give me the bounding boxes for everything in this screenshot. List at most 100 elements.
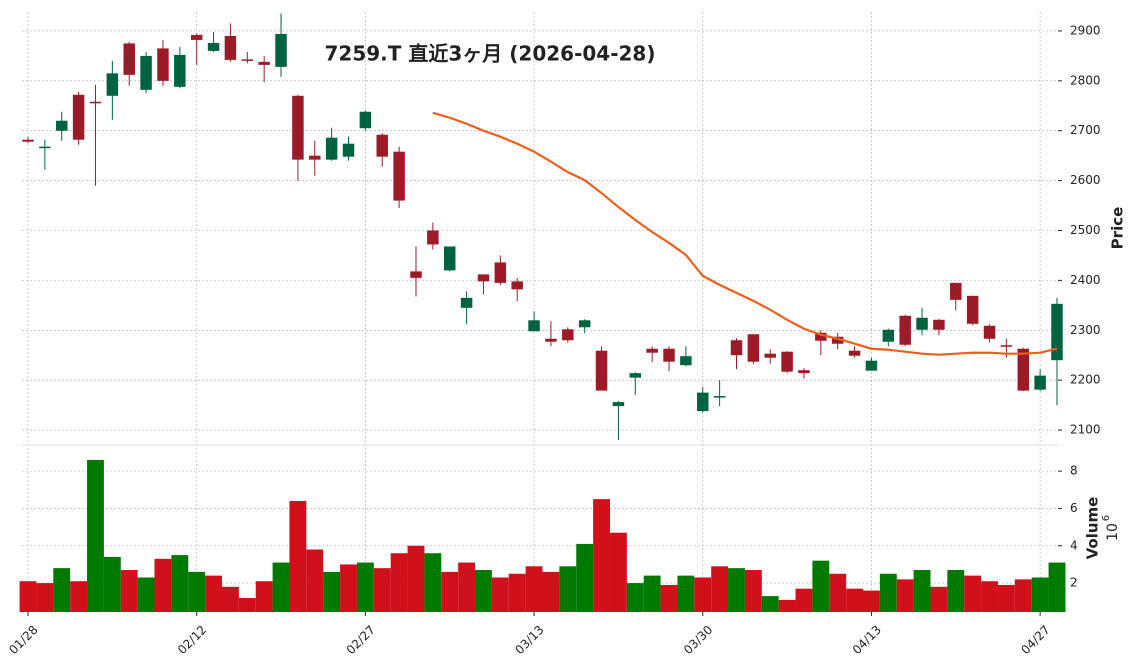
candle-body [89, 101, 102, 104]
volume-bar [53, 568, 71, 612]
candle-body [207, 42, 220, 51]
volume-bar [947, 570, 965, 612]
volume-bar [475, 570, 492, 612]
volume-bar [87, 459, 104, 612]
candle-body [781, 351, 793, 372]
y-tick-label: 2200 [1070, 373, 1101, 387]
volume-bar [323, 571, 341, 612]
y-tick-label: 8 [1070, 464, 1078, 478]
candle-body [899, 315, 911, 345]
candle-body [275, 33, 287, 67]
candle-body [747, 334, 760, 362]
candle-body [123, 43, 135, 75]
volume-bar [120, 570, 138, 612]
candle-body [359, 111, 372, 129]
candle-body [241, 59, 254, 61]
candle-body [376, 134, 388, 157]
volume-bar [238, 598, 256, 612]
candle-body [1017, 348, 1029, 391]
volume-bar [863, 590, 880, 612]
x-tick-label: 04/13 [850, 623, 884, 657]
volume-bar [795, 588, 813, 612]
candle-body [511, 281, 523, 290]
candle-body [258, 61, 270, 65]
y-tick-label: 2400 [1070, 273, 1101, 287]
candle-body [798, 370, 810, 374]
candle-body [933, 319, 945, 330]
volume-bar [137, 577, 155, 612]
candle-body [865, 360, 878, 371]
volume-bar [340, 564, 357, 612]
volume-bar [356, 562, 374, 612]
volume-bar [964, 575, 982, 612]
volume-bar [930, 586, 948, 612]
candle-body [697, 392, 709, 412]
volume-bar [188, 571, 206, 612]
volume-bar [593, 499, 610, 612]
price-axis-label: Price [1109, 207, 1127, 250]
volume-bar [1014, 579, 1032, 612]
volume-bar [728, 568, 745, 612]
x-tick-label: 04/27 [1018, 623, 1052, 657]
volume-bar [879, 573, 897, 612]
y-tick-label: 6 [1070, 501, 1078, 515]
volume-bar [576, 543, 594, 612]
volume-bar [1031, 577, 1049, 612]
y-tick-label: 2500 [1070, 223, 1101, 237]
volume-bar [36, 583, 54, 612]
candle-body [983, 325, 996, 339]
candle-body [831, 336, 844, 344]
candle-body [174, 54, 186, 87]
candle-body [578, 320, 591, 328]
volume-bar [171, 555, 189, 612]
plot: 2100 2200 2300 2400 2500 2600 2700 2800 2900 2 4 6 8… [6, 12, 1101, 657]
volume-bar [1048, 562, 1066, 612]
candle-body [764, 353, 776, 358]
volume-bar [19, 581, 37, 612]
volume-bar [744, 570, 762, 612]
candle-body [612, 402, 625, 407]
y-tick-label: 2100 [1070, 423, 1101, 437]
volume-bar [913, 570, 931, 612]
chart-title: 7259.T 直近3ヶ月 (2026-04-28) [325, 42, 656, 66]
volume-scale: 10 6 [1101, 515, 1121, 541]
candle-body [56, 120, 68, 131]
candle-body [292, 95, 304, 160]
y-tick-label: 2900 [1070, 23, 1101, 37]
volume-bar [609, 532, 627, 612]
candle-body [545, 338, 557, 342]
candle-body [815, 332, 827, 341]
x-tick-label: 03/30 [681, 623, 715, 657]
x-tick-label: 03/13 [512, 623, 546, 657]
candle-body [950, 282, 962, 300]
candle-body [393, 151, 405, 201]
volume-bar [711, 566, 729, 612]
candle-body [1051, 303, 1063, 361]
x-tick-label: 02/27 [344, 623, 378, 657]
volume-bar [70, 581, 88, 612]
volume-bar [981, 581, 998, 612]
candle-body [663, 348, 675, 362]
volume-bar [677, 575, 695, 612]
scale-base: 10 [1105, 523, 1121, 541]
volume-bar [508, 573, 526, 612]
volume-bar [154, 558, 172, 612]
volume-bar [542, 571, 560, 612]
scale-exponent: 6 [1101, 515, 1112, 521]
candle-body [680, 356, 692, 366]
moving-average-line [432, 111, 1058, 356]
candle-body [106, 73, 119, 96]
volume-bar [761, 596, 779, 612]
y-tick-label: 2600 [1070, 173, 1101, 187]
candle-body [595, 350, 608, 391]
volume-bar [103, 556, 121, 612]
volume-axis-label: Volume [1084, 497, 1102, 560]
volume-bar [778, 599, 796, 612]
volume-bar [694, 577, 712, 612]
y-tick-label: 2800 [1070, 73, 1101, 87]
y-tick-label: 2 [1070, 576, 1078, 590]
candle-body [562, 329, 574, 341]
candle-body [190, 34, 203, 40]
candle-body [325, 137, 338, 160]
candle-body [730, 340, 743, 356]
